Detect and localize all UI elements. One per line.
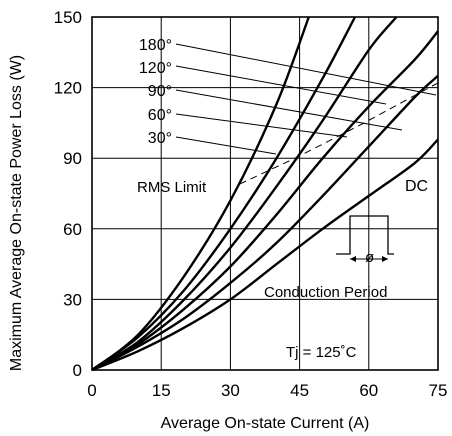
y-tick-label: 60 [63, 220, 82, 239]
x-tick-label: 75 [429, 381, 448, 400]
curve-label: 120° [139, 60, 172, 77]
leader-line [175, 136, 277, 155]
series-line [91, 16, 310, 371]
curve-label: 90° [148, 83, 172, 100]
x-tick-label: 60 [359, 381, 378, 400]
x-tick-label: 45 [290, 381, 309, 400]
curve-label: 30° [148, 130, 172, 147]
y-axis-title: Maximum Average On-state Power Loss (W) [8, 55, 25, 371]
series-line [91, 16, 398, 372]
rms-limit-label: RMS Limit [137, 179, 207, 196]
series-line [91, 74, 439, 372]
loss-curves [91, 16, 439, 372]
conduction-period-icon [336, 215, 394, 262]
y-tick-label: 0 [73, 361, 82, 380]
series-line [91, 138, 439, 372]
conduction-period-label: Conduction Period [264, 284, 387, 301]
y-tick-label: 150 [54, 8, 82, 27]
plot-frame [91, 16, 439, 371]
x-tick-label: 30 [221, 381, 240, 400]
y-tick-labels: 0 30 60 90 120 150 [54, 8, 82, 380]
x-tick-label: 15 [152, 381, 171, 400]
leader-line [175, 113, 348, 138]
leader-line [175, 89, 403, 131]
curve-label: 60° [148, 107, 172, 124]
x-tick-labels: 0 15 30 45 60 75 [87, 381, 447, 400]
y-tick-label: 90 [63, 149, 82, 168]
x-tick-label: 0 [87, 381, 96, 400]
y-tick-label: 30 [63, 290, 82, 309]
leader-line [175, 65, 387, 105]
dc-label: DC [405, 178, 428, 195]
curve-label-leaders [175, 43, 437, 155]
series-line [91, 16, 357, 371]
curve-label: 180° [139, 37, 172, 54]
rms-limit-line [239, 82, 439, 185]
phi-label: ø [365, 249, 374, 266]
tj-label: Tj = 125˚C [286, 344, 357, 361]
y-tick-label: 120 [54, 79, 82, 98]
series-line [91, 30, 439, 372]
x-axis-title: Average On-state Current (A) [161, 415, 370, 432]
leader-line [175, 43, 437, 96]
curve-labels: 180° 120° 90° 60° 30° [139, 37, 172, 147]
